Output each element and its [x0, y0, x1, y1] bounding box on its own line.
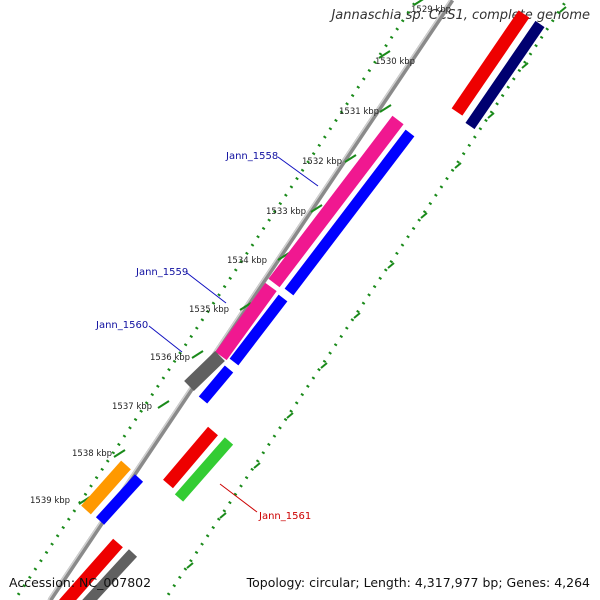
tick-label-1536: 1536 kbp	[150, 353, 190, 363]
tick-label-1533: 1533 kbp	[266, 207, 306, 217]
leader-jann-1558	[277, 156, 319, 187]
gene-feature-jann-1558[interactable]	[268, 115, 404, 288]
tick-label-1531: 1531 kbp	[339, 107, 379, 117]
tick-label-1535: 1535 kbp	[189, 305, 229, 315]
tick-label-1530: 1530 kbp	[375, 57, 415, 67]
tick-1529	[413, 0, 424, 6]
gene-feature-red-mid[interactable]	[163, 426, 218, 489]
gene-label-jann-1558[interactable]: Jann_1558	[225, 151, 278, 162]
tick-label-1529: 1529 kbp	[411, 5, 451, 15]
tick-1533	[310, 204, 323, 213]
gene-labels: Jann_1558 Jann_1559 Jann_1560 Jann_1561	[95, 151, 311, 522]
gene-feature-blue-long[interactable]	[284, 129, 415, 296]
gene-feature-blue-short[interactable]	[198, 365, 234, 404]
gene-feature-red-top[interactable]	[451, 10, 530, 116]
tick-label-1534: 1534 kbp	[227, 256, 267, 266]
tick-1535	[239, 302, 252, 311]
tick-label-1539: 1539 kbp	[30, 496, 70, 506]
tick-label-1532: 1532 kbp	[302, 157, 342, 167]
leader-jann-1561	[219, 483, 258, 513]
gene-feature-navy-top[interactable]	[465, 20, 545, 130]
tick-label-1538: 1538 kbp	[72, 449, 112, 459]
tick-label-1537: 1537 kbp	[112, 402, 152, 412]
inner-tick-track	[166, 0, 569, 596]
tick-1532	[344, 154, 357, 163]
gene-feature-jann-1560[interactable]	[184, 350, 225, 392]
gene-feature-blue-mid[interactable]	[229, 294, 288, 366]
tick-1530	[378, 50, 391, 59]
tick-1531	[379, 104, 392, 113]
gene-feature-gray-bottom[interactable]	[82, 549, 138, 600]
tick-1538	[113, 449, 126, 458]
gene-label-leaders	[148, 156, 319, 513]
outer-tick-track	[16, 0, 419, 596]
tick-1537	[157, 400, 170, 409]
gene-feature-jann-1559[interactable]	[215, 282, 277, 361]
gene-label-jann-1561[interactable]: Jann_1561	[258, 511, 311, 522]
gene-features	[59, 10, 545, 600]
leader-jann-1560	[148, 325, 183, 353]
genome-summary: Topology: circular; Length: 4,317,977 bp…	[246, 575, 590, 590]
tick-1536	[191, 350, 204, 359]
gene-label-jann-1560[interactable]: Jann_1560	[95, 320, 148, 331]
gene-label-jann-1559[interactable]: Jann_1559	[135, 267, 188, 278]
gene-feature-blue-bottom[interactable]	[95, 474, 144, 525]
accession-label: Accession: NC_007802	[9, 575, 152, 590]
inner-major-ticks	[186, 6, 567, 569]
gene-feature-red-bottom[interactable]	[59, 538, 123, 600]
gene-feature-orange[interactable]	[81, 460, 131, 515]
gene-feature-jann-1561[interactable]	[174, 437, 234, 502]
tick-labels: 1529 kbp 1530 kbp 1531 kbp 1532 kbp 1533…	[30, 5, 451, 506]
leader-jann-1559	[186, 272, 227, 304]
